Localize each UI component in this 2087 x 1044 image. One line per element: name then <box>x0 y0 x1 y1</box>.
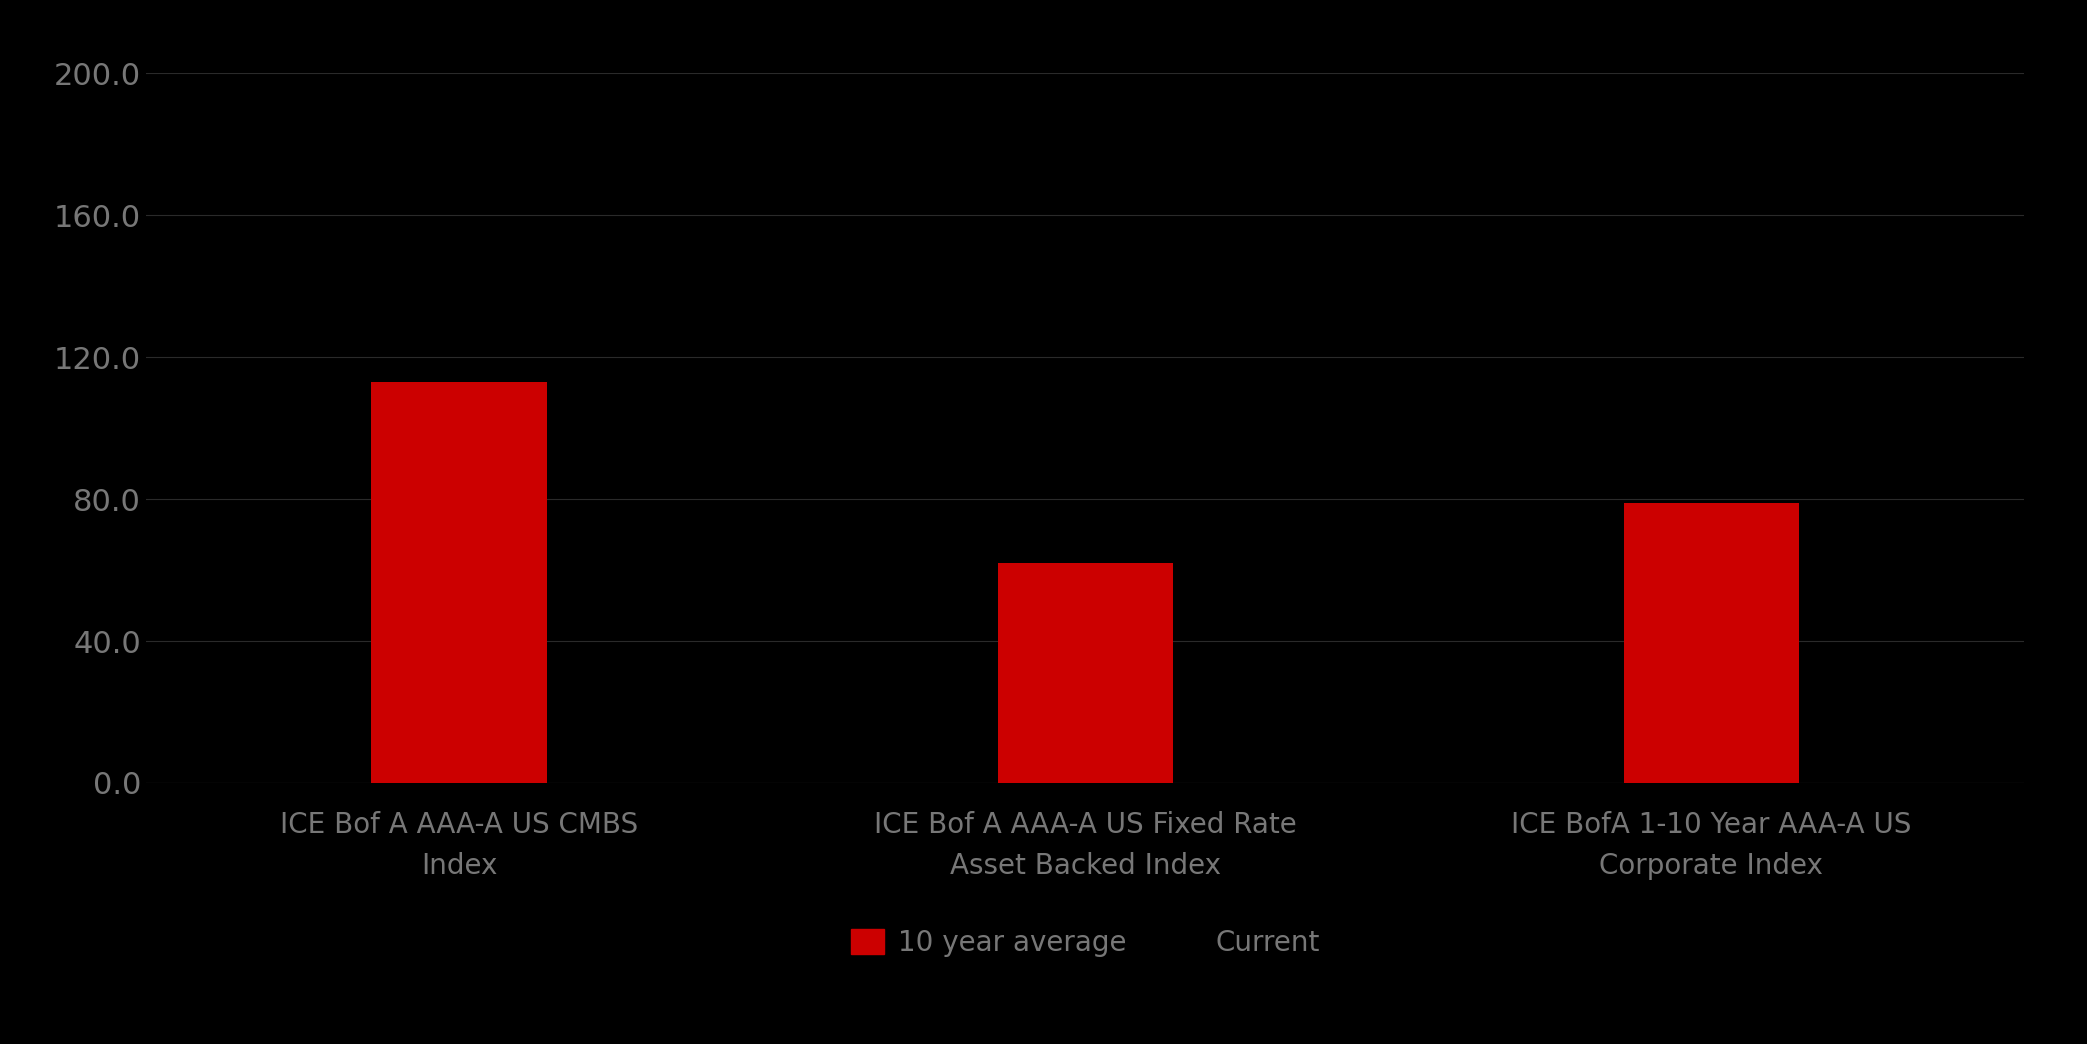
Bar <box>998 563 1173 783</box>
Bar <box>1624 502 1799 783</box>
Bar <box>371 382 547 783</box>
Legend: 10 year average, Current: 10 year average, Current <box>839 918 1332 968</box>
